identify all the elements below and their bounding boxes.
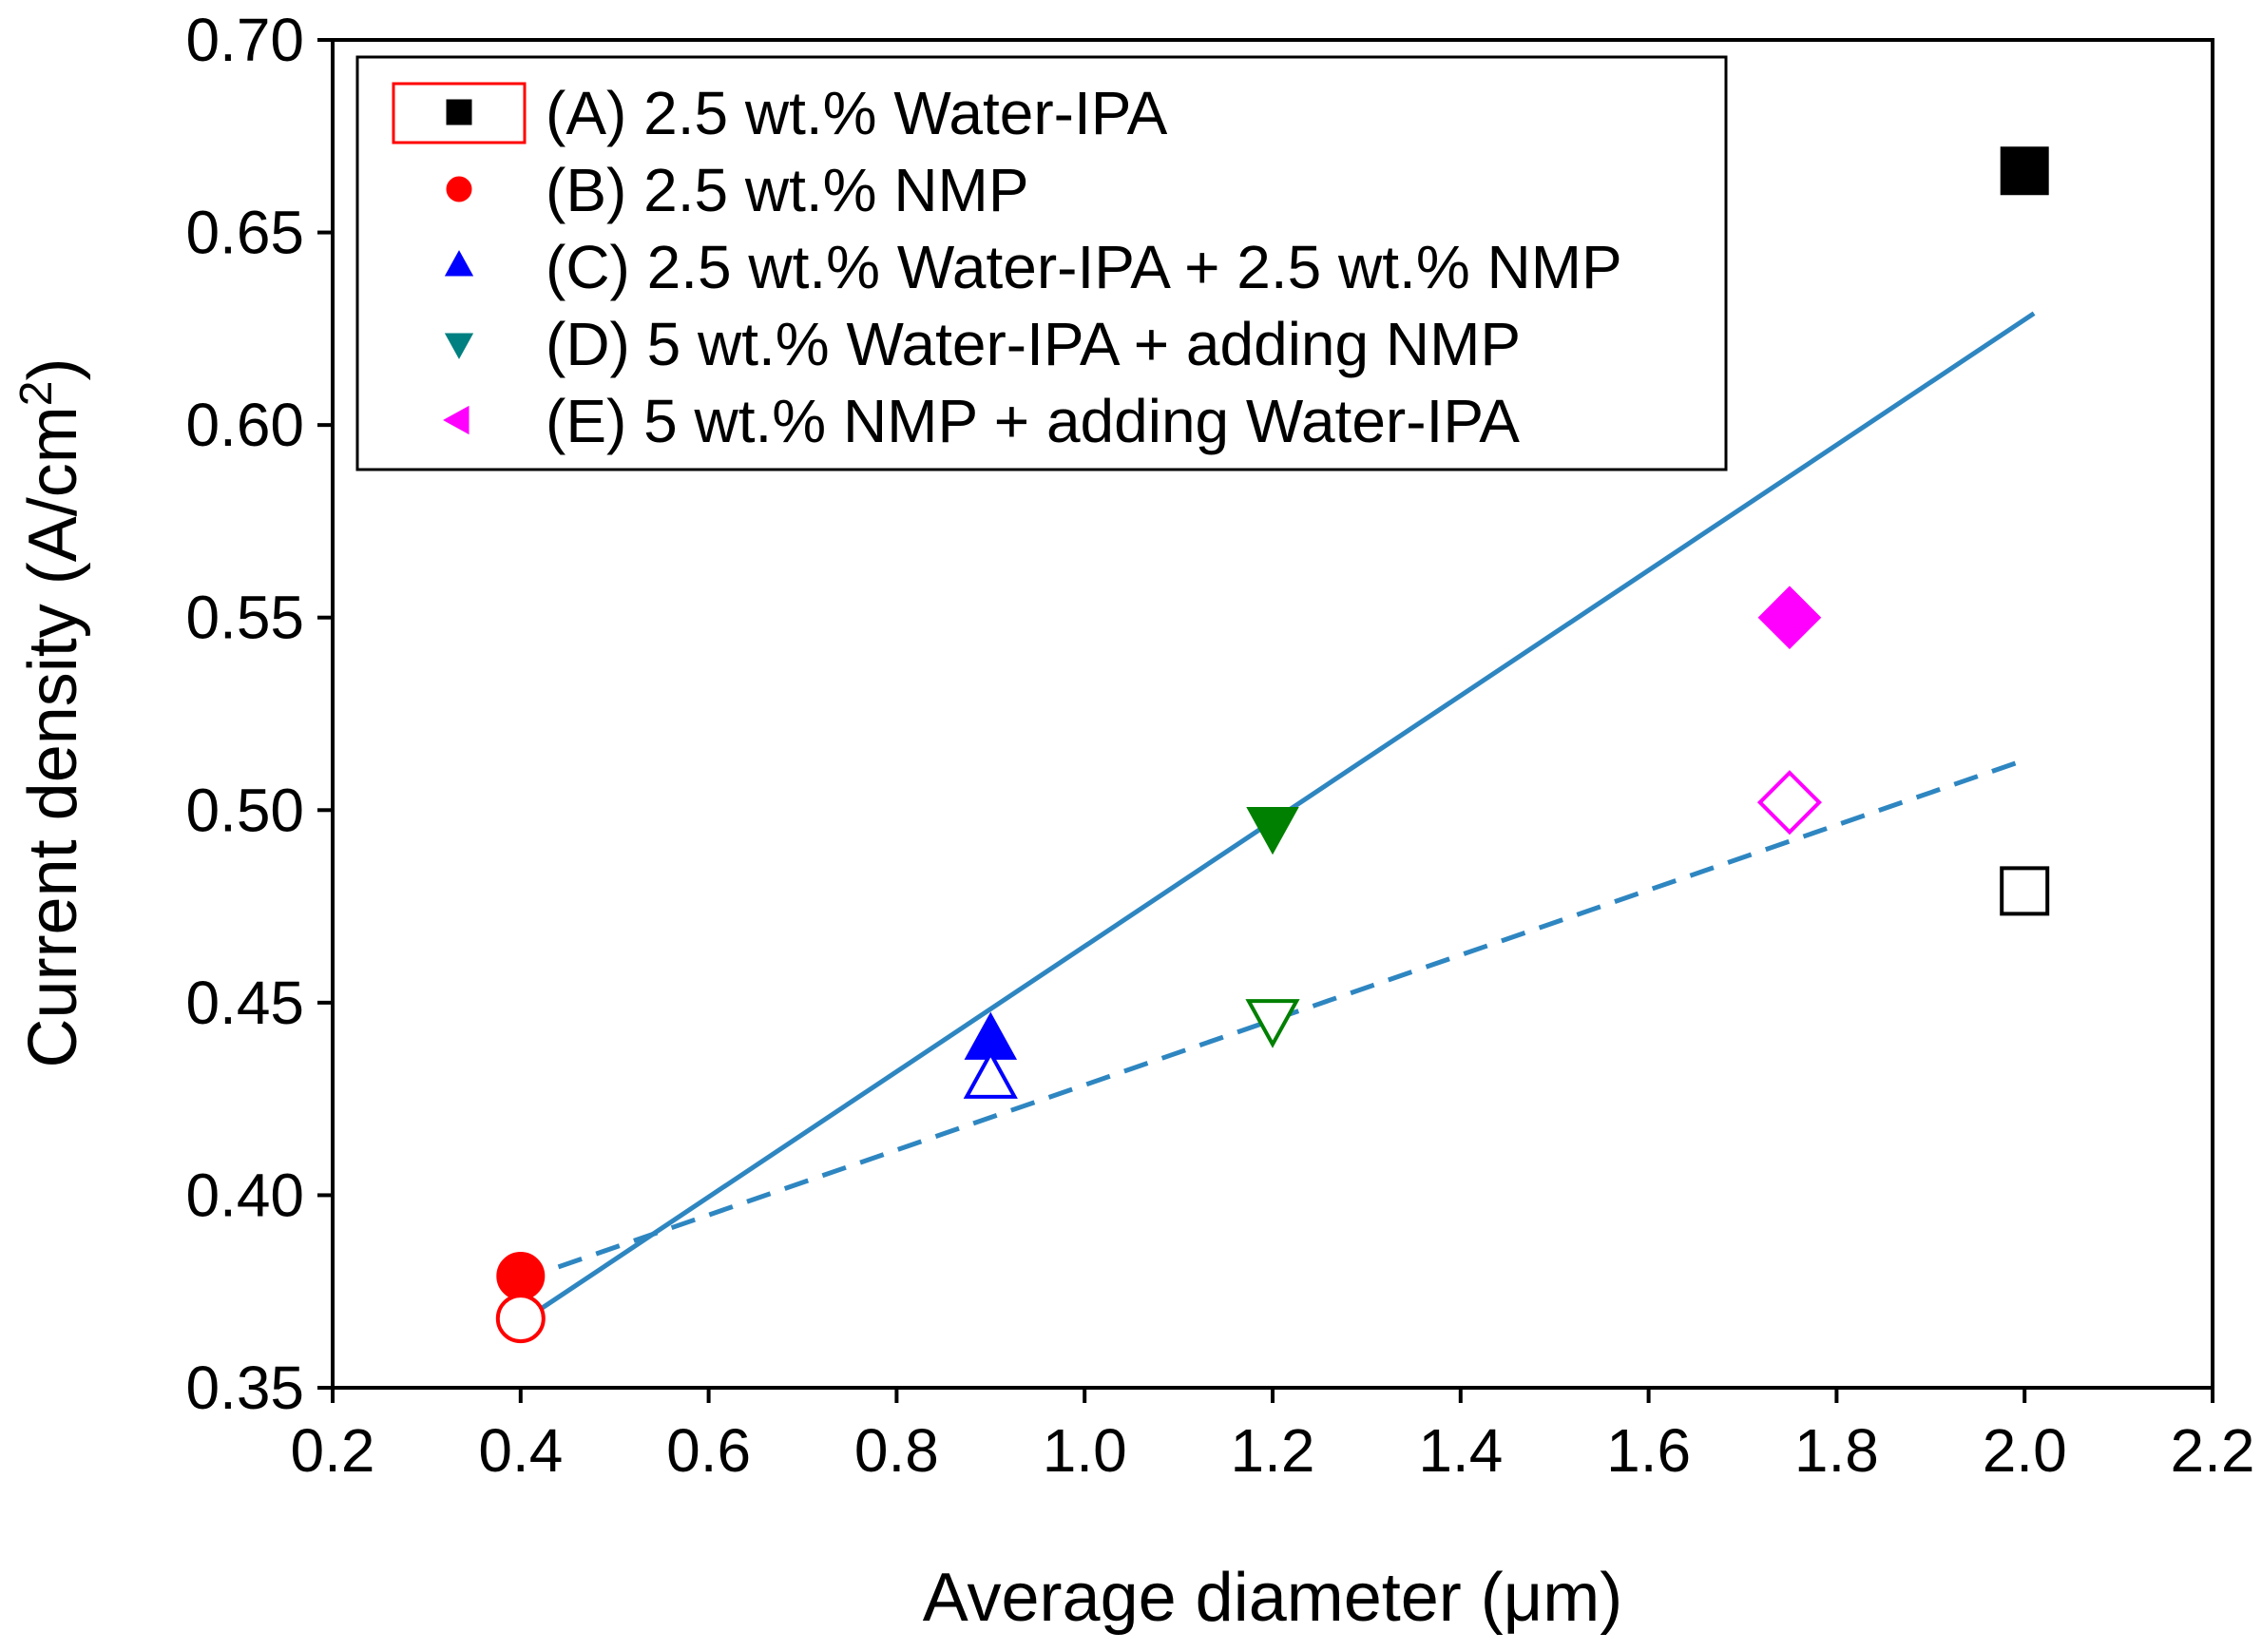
legend-highlight-box: [392, 82, 527, 144]
y-tick-label: 0.60: [185, 391, 304, 459]
x-tick-label: 1.4: [1418, 1416, 1503, 1485]
legend-label: (E) 5 wt.% NMP + adding Water-IPA: [546, 387, 1520, 455]
legend: (A) 2.5 wt.% Water-IPA (B) 2.5 wt.% NMP (C…: [355, 55, 1728, 471]
x-tick-label: 1.0: [1043, 1416, 1127, 1485]
y-tick-label: 0.55: [185, 584, 304, 652]
x-tick-label: 2.0: [1983, 1416, 2067, 1485]
legend-label: (C) 2.5 wt.% Water-IPA + 2.5 wt.% NMP: [546, 233, 1622, 301]
y-tick-label: 0.65: [185, 199, 304, 267]
x-tick-label: 0.2: [291, 1416, 375, 1485]
x-tick-label: 2.2: [2171, 1416, 2255, 1485]
legend-marker-triangle-left: [443, 405, 470, 435]
legend-marker-triangle-down: [444, 333, 474, 359]
legend-label: (B) 2.5 wt.% NMP: [546, 156, 1029, 224]
fit-line-dashed: [519, 758, 2026, 1282]
y-axis-title-superscript: 2: [11, 381, 62, 407]
data-points: [495, 146, 2050, 1344]
y-tick-label: 0.35: [185, 1354, 304, 1422]
legend-items: (A) 2.5 wt.% Water-IPA (B) 2.5 wt.% NMP (C…: [443, 79, 1622, 455]
legend-label: (D) 5 wt.% Water-IPA + adding NMP: [546, 310, 1521, 378]
y-tick-label: 0.50: [185, 776, 304, 844]
data-point-triangle-up-open: [963, 1049, 1018, 1099]
data-point-triangle-down-filled: [1246, 806, 1299, 855]
legend-marker-square: [446, 99, 472, 125]
y-axis-ticks: 0.35 0.40 0.45 0.50 0.55 0.60 0.65 0.70: [185, 6, 333, 1422]
legend-label: (A) 2.5 wt.% Water-IPA: [546, 79, 1168, 147]
x-tick-label: 0.4: [478, 1416, 563, 1485]
data-point-diamond-filled: [1757, 586, 1822, 650]
data-point-square-open: [2000, 866, 2050, 916]
y-tick-label: 0.40: [185, 1161, 304, 1229]
x-tick-label: 1.2: [1231, 1416, 1315, 1485]
y-tick-label: 0.70: [185, 6, 304, 74]
y-axis-title-base: Current density (A/cm: [15, 406, 91, 1067]
legend-marker-triangle-up: [444, 250, 474, 277]
x-tick-label: 1.8: [1794, 1416, 1879, 1485]
data-point-triangle-down-open: [1245, 999, 1300, 1048]
x-tick-label: 1.6: [1606, 1416, 1691, 1485]
y-tick-label: 0.45: [185, 969, 304, 1037]
x-tick-label: 0.8: [854, 1416, 939, 1485]
legend-marker-circle: [446, 176, 472, 202]
x-axis-title: Average diameter (μm): [923, 1560, 1622, 1636]
data-point-square-filled: [2000, 146, 2049, 196]
x-tick-label: 0.6: [666, 1416, 751, 1485]
data-point-circle-filled: [496, 1252, 546, 1301]
legend-box: [355, 55, 1728, 471]
data-point-circle-open: [495, 1294, 546, 1344]
x-axis-ticks: 0.2 0.4 0.6 0.8 1.0 1.2 1.4 1.6 1.8 2.0 2.2: [291, 1388, 2255, 1485]
y-axis-title: Current density (A/cm2): [11, 358, 91, 1068]
y-axis-title-close: ): [15, 358, 91, 381]
data-point-diamond-open: [1756, 770, 1822, 836]
